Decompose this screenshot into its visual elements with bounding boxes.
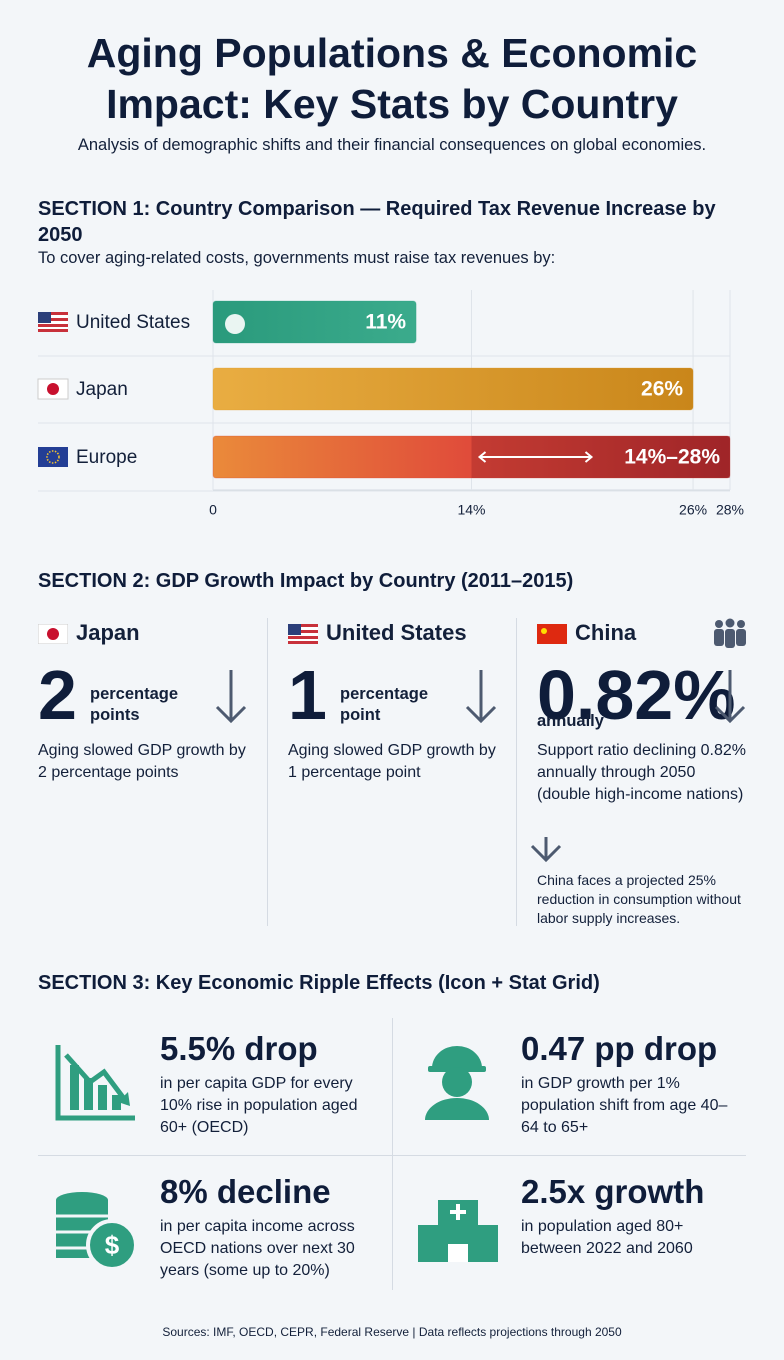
country-name: China	[575, 620, 637, 645]
value-label: 11%	[365, 311, 406, 334]
people-icon	[714, 618, 746, 648]
stat-description: in population aged 80+ between 2022 and …	[521, 1218, 693, 1257]
flag	[288, 624, 318, 644]
bar	[212, 367, 694, 411]
x-tick-label: 28%	[716, 502, 744, 518]
country-name: United States	[326, 620, 467, 645]
stat-description: in per capita GDP for every 10% rise in …	[160, 1075, 358, 1136]
description: Aging slowed GDP growth by 2 percentage …	[38, 742, 246, 781]
bar-label: Japan	[76, 379, 128, 400]
bar-label: Europe	[76, 447, 137, 468]
divider	[267, 618, 268, 926]
description: Aging slowed GDP growth by 1 percentage …	[288, 742, 496, 781]
money-icon	[225, 314, 245, 334]
coins-icon: $	[56, 1192, 138, 1271]
flag-us	[38, 312, 68, 332]
stat-unit: percentage point	[340, 685, 429, 724]
down-arrow	[215, 670, 247, 724]
icons: $	[55, 1045, 498, 1271]
flag	[537, 624, 567, 644]
divider	[392, 1018, 393, 1290]
big-stat: 2	[38, 656, 77, 734]
worker-icon	[425, 1046, 489, 1120]
svg-text:$: $	[105, 1230, 120, 1260]
range-arrow	[477, 451, 594, 463]
big-stat: 1	[288, 656, 327, 734]
stat-headline: 8% decline	[160, 1173, 331, 1210]
description: Support ratio declining 0.82% annually t…	[537, 742, 747, 803]
bar-chart: 0 14% 26% 28% United States 11% Japan 26% Europe…	[37, 290, 744, 518]
divider	[38, 1155, 746, 1156]
down-arrow	[714, 670, 746, 724]
bar	[212, 435, 731, 479]
subtitle: Analysis of demographic shifts and their…	[77, 136, 707, 154]
down-arrow	[530, 837, 562, 863]
section-subtitle: To cover aging-related costs, government…	[38, 249, 556, 267]
value-label: 14%–28%	[624, 446, 720, 469]
footer: Sources: IMF, OECD, CEPR, Federal Reserv…	[162, 1325, 622, 1339]
hospital-icon	[418, 1200, 498, 1262]
flag-eu	[38, 447, 68, 467]
stat-unit: annually	[537, 712, 604, 730]
stat-headline: 2.5x growth	[521, 1173, 705, 1210]
divider	[516, 618, 517, 926]
section-title: SECTION 3: Key Economic Ripple Effects (…	[38, 972, 600, 994]
x-tick-label: 14%	[457, 502, 485, 518]
stat-unit: percentage points	[90, 685, 179, 724]
down-arrow	[465, 670, 497, 724]
big-stat: 0.82%	[537, 656, 736, 734]
stat-headline: 5.5% drop	[160, 1030, 318, 1067]
section-title: SECTION 2: GDP Growth Impact by Country …	[38, 570, 574, 592]
country-name: Japan	[76, 620, 140, 645]
title: Aging Populations & Economic Impact: Key…	[86, 30, 698, 127]
flag	[38, 624, 68, 644]
value-label: 26%	[641, 378, 683, 401]
stat-description: in GDP growth per 1% population shift fr…	[521, 1075, 728, 1136]
x-tick-label: 26%	[679, 502, 707, 518]
bar	[212, 300, 417, 344]
x-tick-label: 0	[209, 502, 217, 518]
stat-description: in per capita income across OECD nations…	[160, 1218, 355, 1279]
stat-headline: 0.47 pp drop	[521, 1030, 718, 1067]
note: China faces a projected 25% reduction in…	[537, 872, 741, 926]
section-title: SECTION 1: Country Comparison — Required…	[38, 198, 716, 246]
chart-down-icon	[55, 1045, 135, 1121]
bar-label: United States	[76, 312, 190, 333]
flag-japan	[37, 378, 69, 400]
